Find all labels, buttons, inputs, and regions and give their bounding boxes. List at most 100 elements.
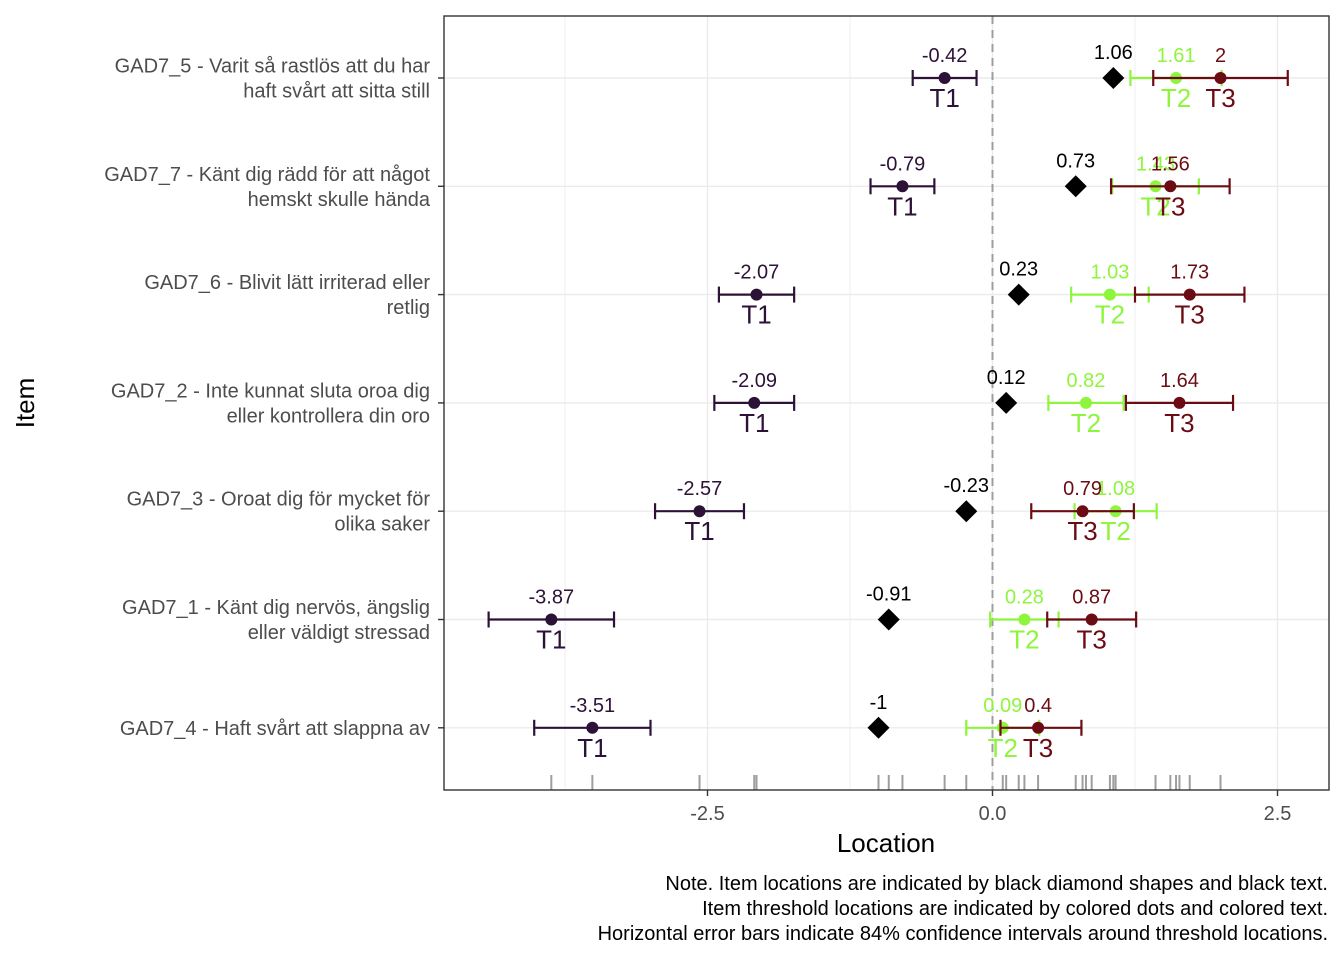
threshold-value-label: -3.87 <box>529 587 575 609</box>
threshold-name-label: T3 <box>1205 83 1235 113</box>
threshold-point <box>748 396 761 409</box>
threshold-value-label: 0.4 <box>1024 695 1052 717</box>
threshold-point <box>938 72 951 84</box>
threshold-name-label: T3 <box>1175 300 1205 330</box>
threshold-name-label: T1 <box>929 83 959 113</box>
threshold-point <box>693 505 706 518</box>
threshold-value-label: 0.87 <box>1072 587 1111 609</box>
threshold-value-label: -2.07 <box>734 262 780 284</box>
category-label: GAD7_3 - Oroat dig för mycket för <box>127 489 431 511</box>
threshold-value-label: 1.08 <box>1096 478 1135 500</box>
note-line: Item threshold locations are indicated b… <box>702 898 1328 920</box>
x-axis-ticks: -2.5 0.0 2.5 <box>690 790 1291 825</box>
threshold-name-label: T3 <box>1164 408 1194 438</box>
item-location-label: 1.06 <box>1094 42 1133 64</box>
threshold-value-label: -0.42 <box>922 45 968 67</box>
item-location-diamond <box>867 716 890 739</box>
threshold-value-label: -0.79 <box>880 153 926 175</box>
threshold-name-label: T2 <box>1009 625 1039 655</box>
threshold-name-label: T3 <box>1155 191 1185 221</box>
threshold-name-label: T1 <box>741 300 771 330</box>
threshold-value-label: 1.61 <box>1157 45 1196 67</box>
threshold-value-label: 1.03 <box>1090 262 1129 284</box>
threshold-value-label: 0.79 <box>1063 478 1102 500</box>
y-axis-category-labels: GAD7_5 - Varit så rastlös att du har haft… <box>104 56 444 740</box>
item-locations: 1.06 0.73 0.23 0.12 -0.23 -0.91 -1 <box>866 42 1133 739</box>
threshold-point <box>1173 396 1186 409</box>
threshold-name-label: T2 <box>1161 83 1191 113</box>
item-location-label: 0.23 <box>999 259 1038 281</box>
threshold-value-label: -3.51 <box>570 695 616 717</box>
item-location-diamond <box>995 391 1018 414</box>
category-label: GAD7_1 - Känt dig nervös, ängslig <box>122 597 430 619</box>
item-location-label: -0.23 <box>943 475 989 497</box>
threshold-name-label: T1 <box>577 733 607 763</box>
x-tick-label: -2.5 <box>690 803 724 825</box>
y-axis-title: Item <box>10 378 40 429</box>
threshold-value-label: 0.09 <box>983 695 1022 717</box>
threshold-value-label: -2.09 <box>731 370 777 392</box>
category-label: eller väldigt stressad <box>248 622 430 644</box>
item-location-label: 0.73 <box>1056 150 1095 172</box>
threshold-point <box>1103 288 1116 301</box>
threshold-value-label: 1.43 <box>1136 153 1175 175</box>
threshold-value-label: 1.64 <box>1160 370 1199 392</box>
threshold-point <box>896 180 909 193</box>
threshold-point <box>1164 180 1177 193</box>
item-location-diamond <box>1007 283 1030 306</box>
threshold-point <box>1085 613 1098 626</box>
threshold-value-label: 2 <box>1215 45 1226 67</box>
category-label: GAD7_5 - Varit så rastlös att du har <box>115 56 431 78</box>
category-label: eller kontrollera din oro <box>227 405 430 427</box>
series-t3: 2 T3 1.56 T3 1.73 T3 1.64 T3 0.79 T3 0.87 T3 0.4 T3 <box>999 45 1289 763</box>
threshold-point <box>1076 505 1089 518</box>
threshold-series: -0.42 T1 -0.79 T1 -2.07 T1 -2.09 T1 -2.57 T1 -3.87… <box>487 45 1289 763</box>
threshold-name-label: T3 <box>1077 625 1107 655</box>
note-line: Note. Item locations are indicated by bl… <box>665 873 1328 895</box>
threshold-point <box>1032 721 1045 734</box>
item-location-label: -1 <box>870 692 888 714</box>
x-axis-title: Location <box>837 828 935 858</box>
item-location-diamond <box>1102 67 1125 89</box>
threshold-value-label: 0.82 <box>1067 370 1106 392</box>
item-location-diamond <box>877 608 900 631</box>
item-location-diamond <box>1064 175 1087 198</box>
threshold-value-label: 1.73 <box>1170 262 1209 284</box>
threshold-value-label: -2.57 <box>677 478 723 500</box>
category-label: retlig <box>387 297 430 319</box>
rug-ticks <box>550 775 1222 790</box>
category-label: haft svårt att sitta still <box>243 81 430 103</box>
threshold-value-label: 0.28 <box>1005 587 1044 609</box>
note-line: Horizontal error bars indicate 84% confi… <box>598 923 1328 945</box>
threshold-name-label: T2 <box>988 733 1018 763</box>
threshold-point <box>1214 72 1227 84</box>
threshold-point <box>1183 288 1196 301</box>
threshold-value-label: 1.56 <box>1151 153 1190 175</box>
threshold-name-label: T3 <box>1067 516 1097 546</box>
threshold-point <box>1018 613 1031 626</box>
category-label: olika saker <box>334 514 430 536</box>
item-location-label: 0.12 <box>987 367 1026 389</box>
x-tick-label: 0.0 <box>979 803 1007 825</box>
threshold-point <box>545 613 558 626</box>
threshold-point <box>1079 396 1092 409</box>
threshold-name-label: T3 <box>1023 733 1053 763</box>
series-t1: -0.42 T1 -0.79 T1 -2.07 T1 -2.09 T1 -2.57 T1 -3.87… <box>487 45 978 763</box>
item-location-diamond <box>955 500 978 523</box>
category-label: hemskt skulle hända <box>248 189 431 211</box>
threshold-name-label: T2 <box>1071 408 1101 438</box>
threshold-point <box>586 721 599 734</box>
threshold-name-label: T2 <box>1100 516 1130 546</box>
chart-note: Note. Item locations are indicated by bl… <box>598 873 1328 945</box>
category-label: GAD7_6 - Blivit lätt irriterad eller <box>144 272 430 294</box>
threshold-name-label: T2 <box>1095 300 1125 330</box>
item-location-label: -0.91 <box>866 584 912 606</box>
category-label: GAD7_7 - Känt dig rädd för att något <box>104 164 430 186</box>
threshold-name-label: T1 <box>684 516 714 546</box>
threshold-name-label: T1 <box>739 408 769 438</box>
threshold-name-label: T1 <box>536 625 566 655</box>
threshold-point <box>750 288 763 301</box>
threshold-name-label: T2 <box>1140 191 1170 221</box>
category-label: GAD7_2 - Inte kunnat sluta oroa dig <box>111 380 430 402</box>
